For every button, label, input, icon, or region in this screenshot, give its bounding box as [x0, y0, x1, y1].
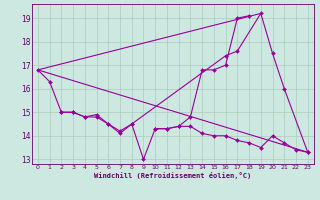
X-axis label: Windchill (Refroidissement éolien,°C): Windchill (Refroidissement éolien,°C)	[94, 172, 252, 179]
